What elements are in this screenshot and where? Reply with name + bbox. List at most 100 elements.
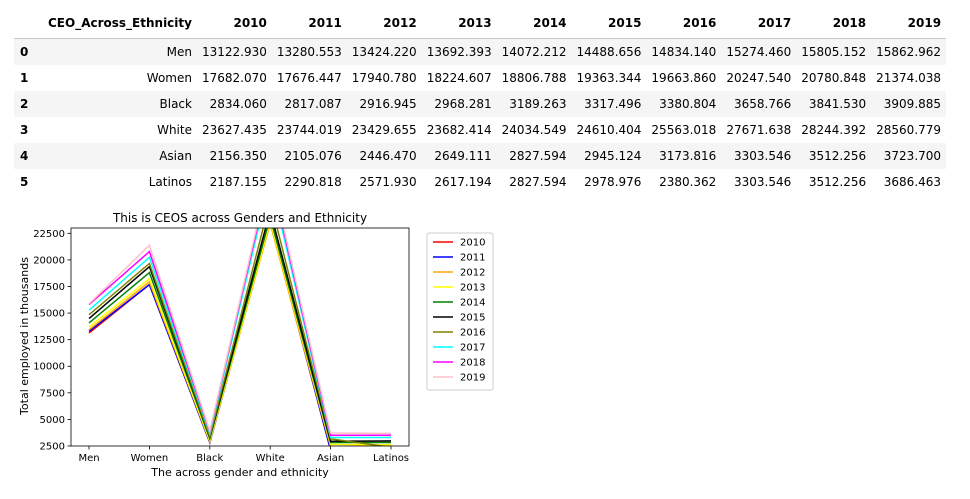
value-cell: 2827.594	[509, 149, 567, 163]
value-cell: 27671.638	[726, 123, 792, 137]
legend-label: 2011	[460, 253, 485, 264]
value-cell: 3841.530	[808, 97, 867, 111]
value-cell: 2916.945	[359, 97, 417, 111]
value-cell: 3303.546	[733, 149, 792, 163]
value-cell: 23744.019	[276, 123, 342, 137]
category-cell: Latinos	[148, 175, 192, 189]
category-cell: Black	[159, 97, 192, 111]
value-cell: 2968.281	[434, 97, 492, 111]
table-row: 2 Black 2834.060 2817.087 2916.945 2968.281 31…	[14, 91, 947, 117]
plot-series-group	[88, 228, 392, 446]
dataframe-output: CEO_Across_Ethnicity 2010 2011 2012 2013 2014…	[14, 8, 947, 196]
y-tick-label: 7500	[40, 388, 65, 399]
value-cell: 2978.976	[584, 175, 642, 189]
value-cell: 19363.344	[576, 71, 642, 85]
row-index: 0	[20, 45, 29, 59]
column-header: 2011	[271, 8, 347, 39]
value-cell: 15805.152	[801, 45, 867, 59]
series-line-2014	[88, 228, 391, 444]
value-cell: 2446.470	[359, 149, 417, 163]
table-body: 0 Men 13122.930 13280.553 13424.220 13692.393…	[14, 38, 947, 196]
value-cell: 3909.885	[883, 97, 942, 111]
value-cell: 2649.111	[434, 149, 492, 163]
row-index: 5	[20, 175, 29, 189]
value-cell: 18224.607	[426, 71, 492, 85]
value-cell: 15274.460	[726, 45, 792, 59]
series-line-2015	[88, 228, 392, 443]
value-cell: 18806.788	[501, 71, 567, 85]
row-index: 3	[20, 123, 29, 137]
series-line-2016	[88, 228, 388, 446]
series-line-2012	[88, 228, 392, 446]
column-header: 2017	[721, 8, 797, 39]
value-cell: 2290.818	[284, 175, 342, 189]
table-row: 3 White 23627.435 23744.019 23429.655 23682.4…	[14, 117, 946, 143]
x-tick-label: Black	[196, 453, 223, 464]
value-cell: 2617.194	[434, 175, 492, 189]
value-cell: 25563.018	[651, 123, 717, 137]
value-cell: 19663.860	[651, 71, 717, 85]
x-tick-label: Latinos	[373, 453, 409, 464]
value-cell: 3512.256	[808, 175, 867, 189]
legend-label: 2014	[460, 298, 485, 309]
value-cell: 3723.700	[883, 149, 942, 163]
plot-axes: 2500 5000 7500 10000 12500 15000 17500 20000 225…	[33, 227, 410, 464]
value-cell: 13692.393	[426, 45, 492, 59]
legend-label: 2019	[460, 373, 485, 384]
value-cell: 2945.124	[584, 149, 642, 163]
category-cell: Men	[166, 45, 192, 59]
dataframe-table: CEO_Across_Ethnicity 2010 2011 2012 2013 2014…	[14, 8, 947, 196]
value-cell: 28560.779	[876, 123, 942, 137]
column-header: CEO_Across_Ethnicity	[43, 8, 197, 39]
legend-label: 2017	[460, 343, 485, 354]
value-cell: 17682.070	[201, 71, 267, 85]
column-header: 2015	[571, 8, 647, 39]
value-cell: 13122.930	[201, 45, 267, 59]
value-cell: 14834.140	[651, 45, 717, 59]
category-cell: Women	[146, 71, 192, 85]
value-cell: 14488.656	[576, 45, 642, 59]
value-cell: 17676.447	[276, 71, 342, 85]
legend-label: 2013	[460, 283, 485, 294]
x-axis-label: The across gender and ethnicity	[150, 466, 329, 479]
table-header-row: CEO_Across_Ethnicity 2010 2011 2012 2013 2014…	[14, 8, 947, 39]
chart-title: This is CEOS across Genders and Ethnicit…	[112, 211, 367, 225]
value-cell: 3317.496	[584, 97, 642, 111]
column-header: 2010	[196, 8, 272, 39]
category-cell: White	[157, 123, 192, 137]
column-header: 2014	[496, 8, 572, 39]
column-header: 2019	[871, 8, 947, 39]
legend-label: 2012	[460, 268, 485, 279]
chart-output: This is CEOS across Genders and Ethnicit…	[0, 205, 520, 495]
value-cell: 3686.463	[883, 175, 942, 189]
line-chart: This is CEOS across Genders and Ethnicit…	[18, 211, 494, 479]
column-header: 2016	[646, 8, 722, 39]
table-row: 4 Asian 2156.350 2105.076 2446.470 2649.111 28…	[14, 143, 947, 169]
value-cell: 2827.594	[509, 175, 567, 189]
column-header: 2012	[346, 8, 422, 39]
value-cell: 14072.212	[501, 45, 567, 59]
value-cell: 28244.392	[801, 123, 867, 137]
y-tick-label: 17500	[33, 282, 65, 293]
value-cell: 2156.350	[209, 149, 267, 163]
value-cell: 3173.816	[659, 149, 717, 163]
x-tick-label: Women	[131, 453, 169, 464]
value-cell: 3303.546	[733, 175, 792, 189]
y-tick-label: 5000	[40, 415, 65, 426]
value-cell: 24610.404	[576, 123, 642, 137]
value-cell: 21374.038	[876, 71, 942, 85]
column-header: 2018	[796, 8, 872, 39]
value-cell: 13280.553	[276, 45, 342, 59]
value-cell: 3189.263	[509, 97, 567, 111]
value-cell: 17940.780	[351, 71, 417, 85]
value-cell: 23627.435	[201, 123, 267, 137]
value-cell: 20780.848	[801, 71, 867, 85]
value-cell: 23682.414	[426, 123, 492, 137]
series-line-2019	[88, 228, 392, 435]
x-tick-label: Men	[78, 453, 99, 464]
index-header	[14, 8, 43, 39]
table-row: 1 Women 17682.070 17676.447 17940.780 18224.6…	[14, 65, 946, 91]
y-tick-label: 10000	[33, 362, 65, 373]
value-cell: 3380.804	[659, 97, 717, 111]
series-line-2010	[88, 228, 331, 446]
